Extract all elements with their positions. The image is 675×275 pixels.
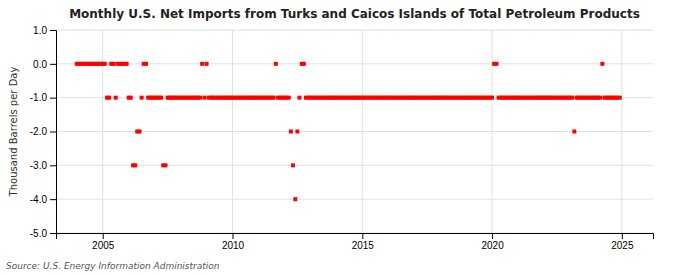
- grid-line-x: [492, 30, 493, 233]
- y-tick-mark: [50, 233, 56, 234]
- x-tick-mark: [233, 233, 234, 239]
- x-tick-label: 2025: [611, 240, 634, 251]
- grid-line-y: [56, 199, 653, 200]
- grid-line-x: [362, 30, 363, 233]
- point: [159, 96, 163, 100]
- y-tick-label: -5.0: [30, 228, 48, 239]
- point: [144, 62, 148, 66]
- point: [289, 130, 293, 134]
- chart: 2005 2010 2015 2020 2025 1.0 0.0 -1.0 -2.0 -3.0 -4…: [0, 0, 675, 275]
- point: [202, 96, 206, 100]
- x-tick: 2020: [481, 233, 504, 251]
- plot: 2005 2010 2015 2020 2025 1.0 0.0 -1.0 -2.0 -3.0 -4…: [30, 25, 654, 251]
- x-tick-label: 2020: [481, 240, 504, 251]
- point: [112, 62, 116, 66]
- point: [103, 62, 107, 66]
- y-tick: -2.0: [30, 126, 56, 137]
- y-tick: -3.0: [30, 160, 56, 171]
- x-tick-label: 2010: [222, 240, 245, 251]
- point: [297, 96, 301, 100]
- y-tick-label: 1.0: [33, 25, 47, 36]
- grid-line-y: [56, 165, 653, 166]
- point: [205, 62, 209, 66]
- y-tick-label: 0.0: [33, 59, 47, 70]
- grid-line-y: [56, 131, 653, 132]
- grid-line-x: [232, 30, 233, 233]
- point: [114, 96, 118, 100]
- x-tick-mark: [362, 233, 363, 239]
- y-axis-title: Thousand Barrels per Day: [8, 67, 19, 198]
- x-axis: 2005 2010 2015 2020 2025: [57, 233, 654, 251]
- x-axis-line: [57, 234, 654, 240]
- y-tick: -1.0: [30, 92, 56, 103]
- point: [291, 163, 295, 167]
- x-tick-mark: [103, 233, 104, 239]
- x-tick-mark: [622, 233, 623, 239]
- point: [570, 96, 574, 100]
- annotation: Source: U.S. Energy Information Administ…: [6, 261, 220, 271]
- point: [107, 96, 111, 100]
- point: [600, 62, 604, 66]
- point: [572, 130, 576, 134]
- y-tick: 1.0: [33, 25, 56, 36]
- point: [138, 130, 142, 134]
- point: [494, 62, 498, 66]
- x-tick: 2025: [611, 233, 634, 251]
- y-tick-mark: [50, 165, 56, 166]
- point: [200, 62, 204, 66]
- y-tick-mark: [50, 30, 56, 31]
- point: [490, 96, 494, 100]
- x-tick-label: 2015: [352, 240, 375, 251]
- point: [133, 163, 137, 167]
- grid-line-x: [621, 30, 622, 233]
- y-tick-label: -1.0: [30, 92, 48, 103]
- points: [75, 62, 622, 201]
- y-axis: 1.0 0.0 -1.0 -2.0 -3.0 -4.0 -5.0: [30, 25, 57, 239]
- point: [598, 96, 602, 100]
- y-tick-label: -3.0: [30, 160, 48, 171]
- y-tick-mark: [50, 98, 56, 99]
- x-tick: 2010: [222, 233, 245, 251]
- title: Monthly U.S. Net Imports from Turks and …: [69, 7, 640, 21]
- x-tick-mark: [492, 233, 493, 239]
- point: [140, 96, 144, 100]
- point: [129, 96, 133, 100]
- point: [198, 96, 202, 100]
- grid-line-x: [102, 30, 103, 233]
- point: [125, 62, 129, 66]
- point: [618, 96, 622, 100]
- grid: [56, 30, 653, 233]
- x-tick-label: 2005: [92, 240, 115, 251]
- point: [295, 130, 299, 134]
- y-tick-label: -2.0: [30, 126, 48, 137]
- point: [287, 96, 291, 100]
- y-tick: 0.0: [33, 59, 56, 70]
- point: [302, 62, 306, 66]
- y-tick-label: -4.0: [30, 194, 48, 205]
- point: [164, 163, 168, 167]
- y-tick: -5.0: [30, 228, 56, 239]
- x-tick: 2015: [352, 233, 375, 251]
- point: [274, 62, 278, 66]
- y-tick-mark: [50, 132, 56, 133]
- x-tick: 2005: [92, 233, 115, 251]
- y-tick-mark: [50, 64, 56, 65]
- y-axis-line: [50, 31, 57, 234]
- grid-line-y: [56, 30, 653, 31]
- y-tick-mark: [50, 199, 56, 200]
- point: [272, 96, 276, 100]
- y-tick: -4.0: [30, 194, 56, 205]
- point: [293, 197, 297, 201]
